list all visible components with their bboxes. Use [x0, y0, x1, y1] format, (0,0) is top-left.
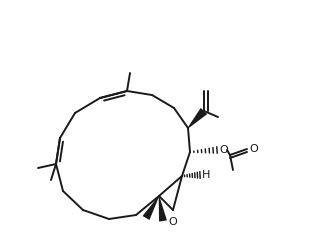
Polygon shape — [142, 196, 159, 220]
Text: O: O — [249, 144, 258, 154]
Polygon shape — [159, 196, 167, 222]
Text: H: H — [202, 170, 211, 180]
Polygon shape — [188, 108, 207, 128]
Text: O: O — [219, 145, 228, 155]
Text: O: O — [169, 217, 177, 227]
